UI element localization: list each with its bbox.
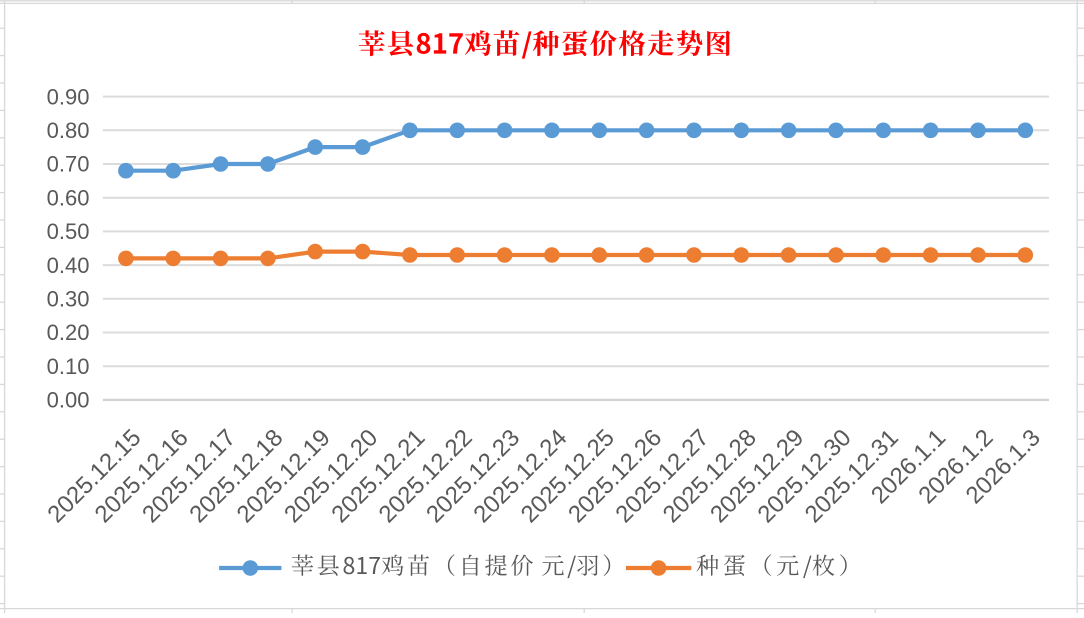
- svg-text:0.10: 0.10: [47, 354, 90, 379]
- svg-text:0.00: 0.00: [47, 388, 90, 413]
- svg-text:0.30: 0.30: [47, 287, 90, 312]
- svg-text:0.90: 0.90: [47, 84, 90, 109]
- svg-text:0.50: 0.50: [47, 219, 90, 244]
- svg-text:0.80: 0.80: [47, 118, 90, 143]
- svg-text:0.70: 0.70: [47, 152, 90, 177]
- svg-text:0.20: 0.20: [47, 320, 90, 345]
- svg-text:0.40: 0.40: [47, 253, 90, 278]
- svg-text:0.60: 0.60: [47, 185, 90, 210]
